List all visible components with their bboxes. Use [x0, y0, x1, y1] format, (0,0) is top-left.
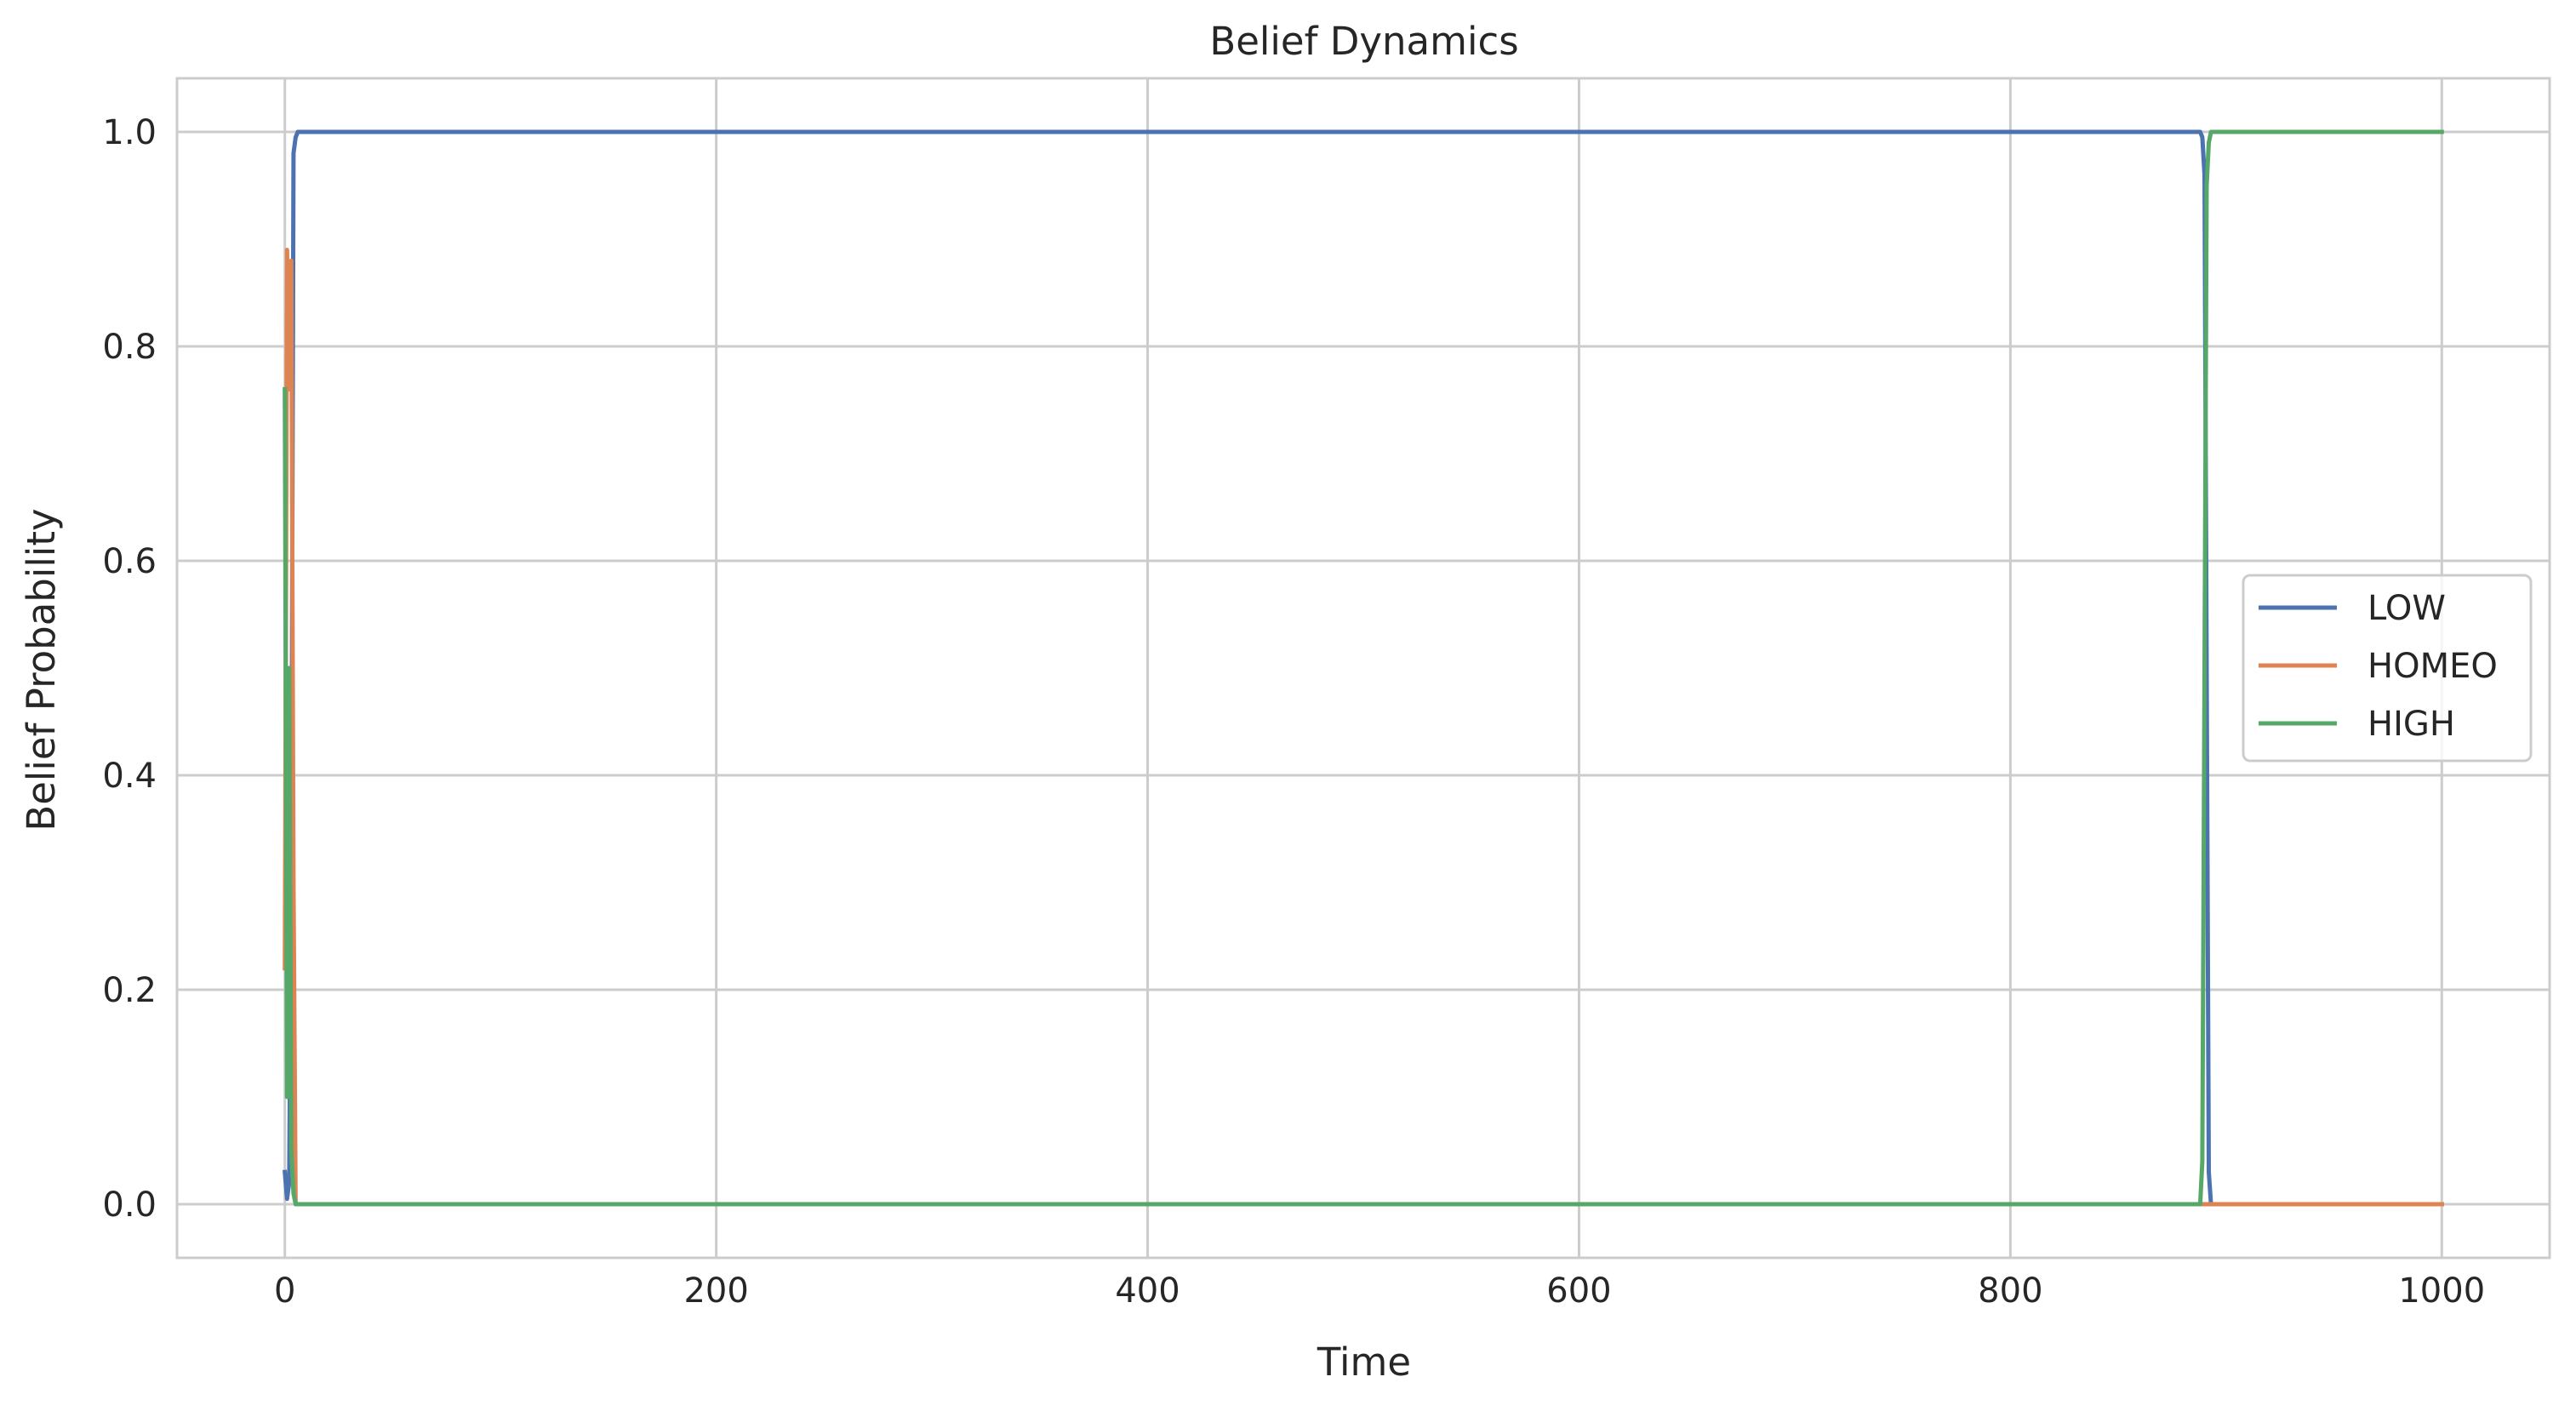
x-tick-labels: 0 200 400 600 800 1000 — [274, 1271, 2485, 1311]
x-tick-label: 800 — [1978, 1271, 2042, 1311]
legend-box — [2242, 574, 2533, 763]
y-tick-label: 0.4 — [102, 757, 157, 796]
x-tick-label: 200 — [683, 1271, 748, 1311]
x-axis-title: Time — [1317, 1340, 1411, 1385]
chart-title: Belief Dynamics — [1209, 19, 1518, 64]
x-tick-label: 400 — [1115, 1271, 1179, 1311]
series-lines — [283, 129, 2444, 1207]
series-line-high — [283, 129, 2444, 1207]
y-tick-labels: 0.0 0.2 0.4 0.6 0.8 1.0 — [102, 113, 157, 1225]
y-tick-label: 1.0 — [102, 113, 157, 152]
x-tick-label: 0 — [274, 1271, 295, 1311]
y-tick-label: 0.6 — [102, 542, 157, 581]
legend-label-low: LOW — [2368, 589, 2446, 628]
legend-label-homeo: HOMEO — [2368, 647, 2498, 686]
y-tick-label: 0.8 — [102, 328, 157, 367]
x-tick-label: 600 — [1546, 1271, 1611, 1311]
x-tick-label: 1000 — [2398, 1271, 2485, 1311]
y-tick-label: 0.2 — [102, 971, 157, 1010]
y-axis-title: Belief Probability — [19, 508, 64, 831]
y-tick-label: 0.0 — [102, 1185, 157, 1225]
plot-frame — [175, 77, 2551, 1260]
legend-label-high: HIGH — [2368, 705, 2455, 744]
legend: LOW HOMEO HIGH — [2242, 574, 2533, 763]
